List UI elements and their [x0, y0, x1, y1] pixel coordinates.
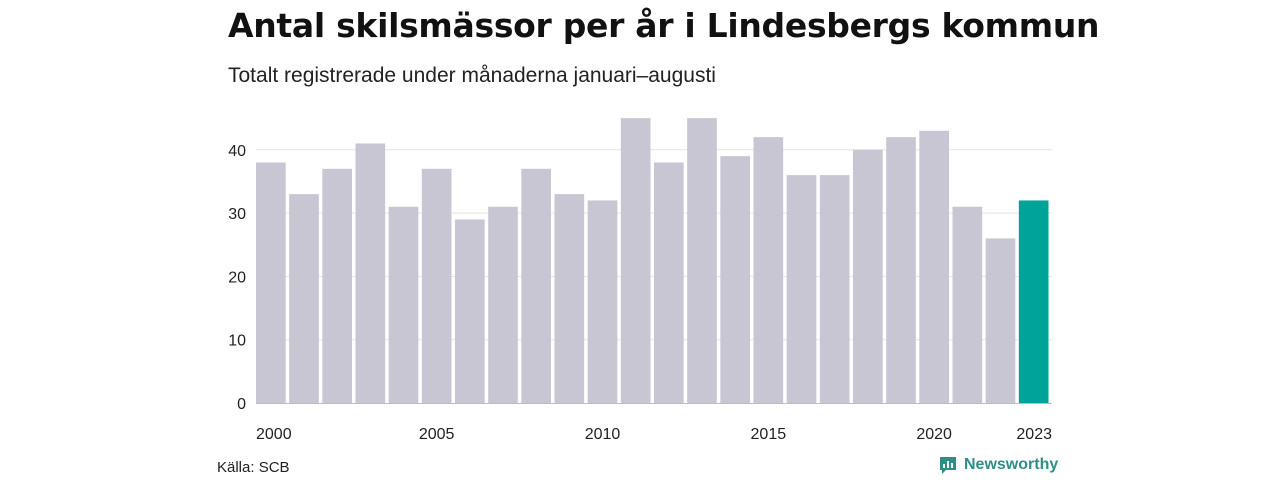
x-tick-label: 2015 — [751, 426, 787, 443]
brand-name: Newsworthy — [964, 456, 1059, 473]
newsworthy-icon — [940, 457, 956, 474]
bar-2022 — [985, 238, 1016, 403]
y-tick-label: 20 — [228, 269, 246, 286]
bar-2014 — [720, 156, 750, 403]
bar-2013 — [687, 118, 717, 404]
bar-2011 — [620, 118, 651, 404]
bar-2015 — [753, 137, 784, 403]
bar-2009 — [554, 194, 585, 403]
bar-2007 — [488, 206, 518, 403]
bar-2016 — [786, 175, 817, 403]
bars — [256, 118, 1049, 404]
x-tick-label: 2023 — [1016, 426, 1052, 443]
bar-2001 — [289, 194, 319, 403]
x-tick-label: 2005 — [419, 426, 455, 443]
y-tick-label: 30 — [228, 206, 246, 223]
bar-2010 — [587, 200, 618, 403]
x-tick-label: 2020 — [916, 426, 952, 443]
bar-2012 — [654, 162, 684, 403]
bar-2004 — [388, 206, 419, 403]
bar-2003 — [355, 143, 386, 403]
chart-subtitle: Totalt registrerade under månaderna janu… — [228, 64, 716, 87]
axes: 0 10 20 30 40 2000 2005 2010 2015 2020 2023 — [228, 143, 1052, 443]
y-tick-label: 0 — [237, 396, 246, 413]
bar-2023 — [1018, 200, 1049, 403]
bar-2008 — [521, 168, 551, 403]
bar-2006 — [455, 219, 485, 403]
bar-2019 — [886, 137, 916, 403]
newsworthy-logo: Newsworthy — [938, 455, 1058, 475]
source-note: Källa: SCB — [217, 459, 290, 476]
bar-2000 — [256, 162, 286, 403]
bar-2005 — [421, 168, 452, 403]
x-tick-label: 2000 — [256, 426, 292, 443]
x-tick-label: 2010 — [585, 426, 621, 443]
bar-2002 — [322, 168, 352, 403]
y-tick-label: 40 — [228, 143, 246, 160]
bar-2021 — [952, 206, 983, 403]
bar-2020 — [919, 130, 949, 403]
bar-2017 — [819, 175, 850, 403]
chart-title: Antal skilsmässor per år i Lindesbergs k… — [228, 6, 1100, 45]
y-tick-label: 10 — [228, 333, 246, 350]
bar-2018 — [853, 149, 883, 403]
